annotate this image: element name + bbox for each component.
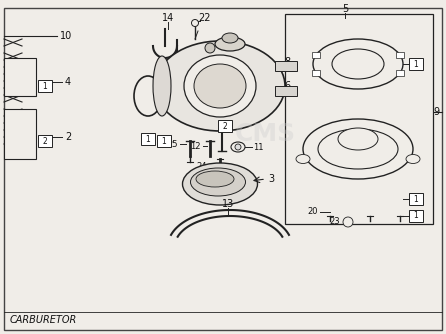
Text: 12: 12 (190, 142, 201, 151)
Text: 13: 13 (222, 199, 234, 209)
Text: 1: 1 (146, 135, 150, 144)
Ellipse shape (406, 155, 420, 164)
Text: 1: 1 (43, 81, 47, 91)
Ellipse shape (215, 37, 245, 51)
Bar (4, 109, 36, 159)
Ellipse shape (303, 119, 413, 179)
Text: 2: 2 (43, 137, 47, 146)
Ellipse shape (194, 64, 246, 108)
Ellipse shape (313, 39, 403, 89)
Bar (275, 86, 297, 96)
Ellipse shape (338, 128, 378, 150)
Circle shape (343, 217, 353, 227)
Ellipse shape (222, 33, 238, 43)
Text: 20: 20 (307, 207, 318, 216)
Text: 10: 10 (60, 31, 72, 41)
Text: 1: 1 (413, 194, 418, 203)
Circle shape (235, 144, 241, 150)
Text: 1: 1 (413, 211, 418, 220)
FancyBboxPatch shape (409, 210, 423, 222)
Text: 24: 24 (197, 162, 207, 170)
Text: 6: 6 (284, 81, 290, 91)
Ellipse shape (190, 168, 245, 196)
FancyBboxPatch shape (157, 135, 171, 147)
Ellipse shape (182, 163, 257, 205)
Ellipse shape (332, 49, 384, 79)
Bar (4, 58, 36, 96)
Text: 1: 1 (161, 137, 166, 146)
Text: 23: 23 (330, 217, 340, 226)
Text: 2: 2 (223, 122, 227, 131)
Ellipse shape (196, 171, 234, 187)
Ellipse shape (134, 76, 162, 116)
Text: 11: 11 (253, 143, 264, 152)
FancyBboxPatch shape (38, 80, 52, 92)
FancyBboxPatch shape (409, 193, 423, 205)
FancyBboxPatch shape (218, 120, 232, 132)
Ellipse shape (184, 55, 256, 117)
Ellipse shape (231, 142, 245, 152)
Text: 2: 2 (65, 132, 71, 142)
Circle shape (205, 43, 215, 53)
FancyBboxPatch shape (38, 135, 52, 147)
Text: 25: 25 (168, 140, 178, 149)
Ellipse shape (318, 129, 398, 169)
Ellipse shape (296, 155, 310, 164)
Text: 22: 22 (198, 13, 210, 23)
Text: 14: 14 (162, 13, 174, 23)
Text: 9: 9 (434, 107, 440, 117)
Text: 3: 3 (268, 174, 274, 184)
Text: 8: 8 (284, 57, 290, 67)
Bar (312, 52, 320, 58)
Bar (285, 14, 433, 224)
FancyBboxPatch shape (409, 58, 423, 70)
Text: CMS: CMS (235, 122, 296, 146)
Text: 5: 5 (342, 4, 348, 14)
Bar (396, 52, 404, 58)
Bar (396, 69, 404, 75)
Circle shape (191, 19, 198, 26)
Bar (312, 69, 320, 75)
Ellipse shape (155, 41, 285, 131)
Text: 4: 4 (65, 77, 71, 87)
Text: 1: 1 (413, 59, 418, 68)
FancyBboxPatch shape (141, 133, 155, 145)
Ellipse shape (153, 56, 171, 116)
Bar (275, 61, 297, 71)
Text: CARBURETOR: CARBURETOR (10, 315, 77, 325)
